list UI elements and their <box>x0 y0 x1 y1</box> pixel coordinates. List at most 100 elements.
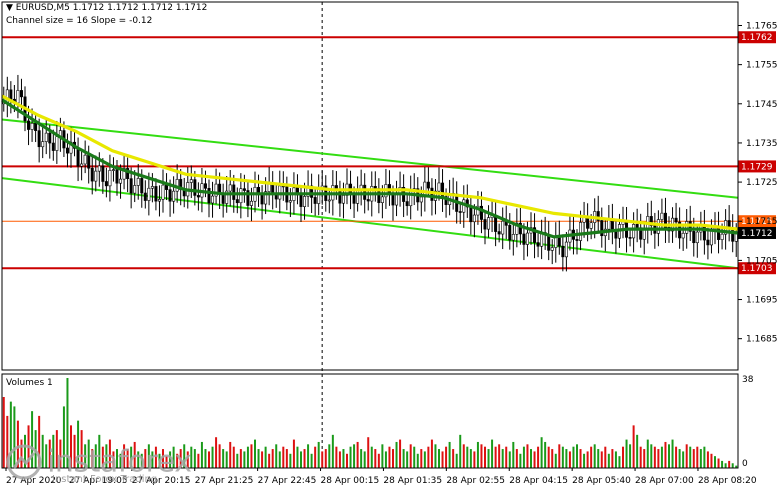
candle-body <box>136 178 140 186</box>
time-tick-label: 28 Apr 04:15 <box>509 476 568 486</box>
time-tick-label: 28 Apr 01:35 <box>383 476 442 486</box>
candle-body <box>196 195 200 198</box>
watermark-tagline: Instant Forex Trading <box>52 474 158 485</box>
candle-body <box>632 224 636 239</box>
candle-body <box>34 122 38 131</box>
price-tick-label: 1.1745 <box>746 100 778 110</box>
candle-body <box>366 199 370 202</box>
level-tag <box>738 262 776 275</box>
collapse-triangle-icon[interactable]: ▼ <box>6 3 13 13</box>
candle-body <box>157 199 161 202</box>
time-tick-label: 27 Apr 21:25 <box>195 476 254 486</box>
candle-body <box>458 211 462 213</box>
candle-body <box>409 189 413 207</box>
candle-body <box>235 199 239 204</box>
price-tick-label: 1.1705 <box>746 256 778 266</box>
candle-body <box>501 220 505 235</box>
candle-body <box>642 229 646 240</box>
candle-body <box>228 184 232 192</box>
candle-body <box>589 222 593 229</box>
level-tag <box>738 160 776 173</box>
candle-body <box>685 221 689 234</box>
candle-body <box>596 211 600 221</box>
candle-body <box>426 181 430 189</box>
candle-body <box>419 196 423 203</box>
candle-body <box>483 219 487 230</box>
candle-body <box>660 212 664 220</box>
candle-body <box>487 217 491 230</box>
candle-body <box>246 190 250 206</box>
candle-body <box>48 132 52 144</box>
candle-body <box>143 192 147 201</box>
candle-body <box>27 120 31 130</box>
candle-body <box>564 241 568 258</box>
candle-body <box>111 169 115 171</box>
candle-body <box>189 179 193 183</box>
candle-body <box>508 225 512 241</box>
candle-body <box>221 193 225 204</box>
instaforex-watermark: instaforex Instant Forex Trading <box>6 444 192 485</box>
candle-body <box>522 233 526 245</box>
candle-body <box>702 225 706 241</box>
candle-body <box>430 187 434 201</box>
candle-body <box>16 90 20 104</box>
candle-body <box>65 147 69 154</box>
candle-body <box>168 189 172 202</box>
candle-body <box>327 199 331 202</box>
level-tag <box>738 31 776 44</box>
candle-body <box>586 217 590 229</box>
candle-body <box>472 214 476 223</box>
candle-body <box>119 178 123 184</box>
candle-body <box>147 187 151 201</box>
candle-body <box>497 231 501 235</box>
candle-body <box>479 205 483 220</box>
channel-lower-line <box>1 177 739 270</box>
candle-body <box>525 232 529 245</box>
candle-body <box>108 170 112 187</box>
candle-body <box>579 222 583 241</box>
candle-body <box>561 245 565 258</box>
candle-body <box>692 231 696 244</box>
candle-body <box>214 183 218 197</box>
candle-body <box>207 188 211 204</box>
candle-body <box>41 141 45 148</box>
candle-body <box>76 148 80 167</box>
candle-body <box>299 194 303 207</box>
candle-body <box>19 90 23 98</box>
candle-body <box>720 233 724 240</box>
time-tick-label: 28 Apr 00:15 <box>321 476 380 486</box>
candle-body <box>511 234 515 241</box>
candle-body <box>80 163 84 167</box>
candle-body <box>628 237 632 239</box>
volume-panel-label: Volumes 1 <box>6 378 53 388</box>
time-tick-label: 28 Apr 07:00 <box>635 476 694 486</box>
symbol-header: ▼ EURUSD,M5 1.1712 1.1712 1.1712 1.1712 <box>6 3 207 13</box>
price-tick-label: 1.1735 <box>746 139 778 149</box>
symbol-line: EURUSD,M5 1.1712 1.1712 1.1712 1.1712 <box>15 3 208 13</box>
candle-body <box>126 168 130 179</box>
level-tag-label: 1.1729 <box>741 162 773 172</box>
candle-body <box>310 185 314 198</box>
candle-body <box>288 200 292 203</box>
level-tag-label: 1.1715 <box>741 217 773 227</box>
candle-body <box>239 188 243 204</box>
candle-body <box>203 183 207 189</box>
candle-body <box>30 122 34 130</box>
price-frame <box>1 1 739 371</box>
price-tick-label: 1.1725 <box>746 178 778 188</box>
price-tick-label: 1.1755 <box>746 61 778 71</box>
candle-body <box>140 178 144 194</box>
volume-axis-label: 0 <box>742 459 748 469</box>
time-tick-label: 27 Apr 2020 <box>6 476 62 486</box>
candle-body <box>101 165 105 182</box>
time-tick-label: 27 Apr 19:05 <box>69 476 128 486</box>
candle-body <box>249 200 253 206</box>
price-tick-label: 1.1765 <box>746 21 778 31</box>
candle-body <box>150 186 154 189</box>
volume-axis-label: 38 <box>742 375 754 385</box>
candle-body <box>550 247 554 251</box>
candle-body <box>338 189 342 204</box>
candle-body <box>44 132 48 142</box>
candle-body <box>97 165 101 172</box>
